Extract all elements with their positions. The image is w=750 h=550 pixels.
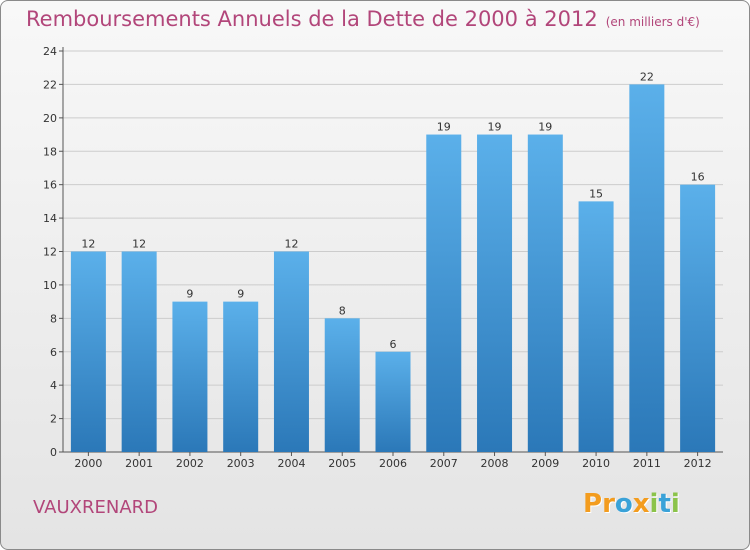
bar — [527, 134, 563, 452]
bar — [273, 251, 309, 452]
x-tick-label: 2000 — [74, 457, 102, 470]
x-tick-label: 2012 — [684, 457, 712, 470]
y-tick-label: 22 — [43, 78, 57, 91]
x-tick-label: 2011 — [633, 457, 661, 470]
bar — [121, 251, 157, 452]
x-tick-label: 2010 — [582, 457, 610, 470]
x-tick-label: 2006 — [379, 457, 407, 470]
logo-letter: i — [649, 489, 659, 519]
unit-note: (en milliers d'€) — [605, 15, 700, 29]
bar-value-label: 15 — [589, 187, 603, 200]
bar — [578, 201, 614, 452]
y-tick-label: 24 — [43, 45, 57, 58]
y-tick-label: 18 — [43, 145, 57, 158]
logo-letter: r — [602, 489, 615, 519]
bar-value-label: 16 — [691, 171, 705, 184]
chart-title: Remboursements Annuels de la Dette de 20… — [26, 7, 700, 31]
proxiti-logo: Proxiti — [583, 489, 680, 519]
logo-letter: P — [583, 489, 603, 519]
logo-letter: i — [670, 489, 680, 519]
y-tick-label: 8 — [50, 312, 57, 325]
x-tick-label: 2009 — [531, 457, 559, 470]
y-tick-label: 16 — [43, 179, 57, 192]
bar — [629, 84, 665, 453]
logo-letter: o — [614, 489, 633, 519]
bar-value-label: 8 — [339, 304, 346, 317]
x-tick-label: 2008 — [481, 457, 509, 470]
x-tick-label: 2002 — [176, 457, 204, 470]
bar — [172, 301, 208, 452]
bar — [680, 184, 716, 452]
bar-value-label: 12 — [81, 238, 95, 251]
bar-value-label: 12 — [284, 238, 298, 251]
bar — [223, 301, 259, 452]
bar — [324, 318, 360, 452]
bar-value-label: 19 — [538, 121, 552, 134]
x-tick-label: 2005 — [328, 457, 356, 470]
bar-value-label: 22 — [640, 70, 654, 83]
x-tick-label: 2003 — [227, 457, 255, 470]
x-tick-label: 2001 — [125, 457, 153, 470]
bar-value-label: 12 — [132, 238, 146, 251]
y-tick-label: 2 — [50, 413, 57, 426]
x-tick-label: 2004 — [277, 457, 305, 470]
bar — [477, 134, 513, 452]
bar — [70, 251, 106, 452]
bar-value-label: 9 — [237, 288, 244, 301]
bar-value-label: 6 — [390, 338, 397, 351]
bar-value-label: 19 — [437, 121, 451, 134]
logo-letter: x — [632, 489, 650, 519]
bar-value-label: 19 — [488, 121, 502, 134]
y-tick-label: 4 — [50, 379, 57, 392]
y-tick-label: 20 — [43, 112, 57, 125]
bar — [426, 134, 462, 452]
y-tick-label: 14 — [43, 212, 57, 225]
bar — [375, 351, 411, 452]
logo-letter: t — [658, 489, 671, 519]
y-tick-label: 12 — [43, 246, 57, 259]
y-tick-label: 6 — [50, 346, 57, 359]
commune-name: VAUXRENARD — [33, 497, 159, 518]
x-tick-label: 2007 — [430, 457, 458, 470]
y-tick-label: 10 — [43, 279, 57, 292]
chart-title-text: Remboursements Annuels de la Dette de 20… — [26, 7, 598, 31]
y-tick-label: 0 — [50, 446, 57, 459]
bar-value-label: 9 — [186, 288, 193, 301]
